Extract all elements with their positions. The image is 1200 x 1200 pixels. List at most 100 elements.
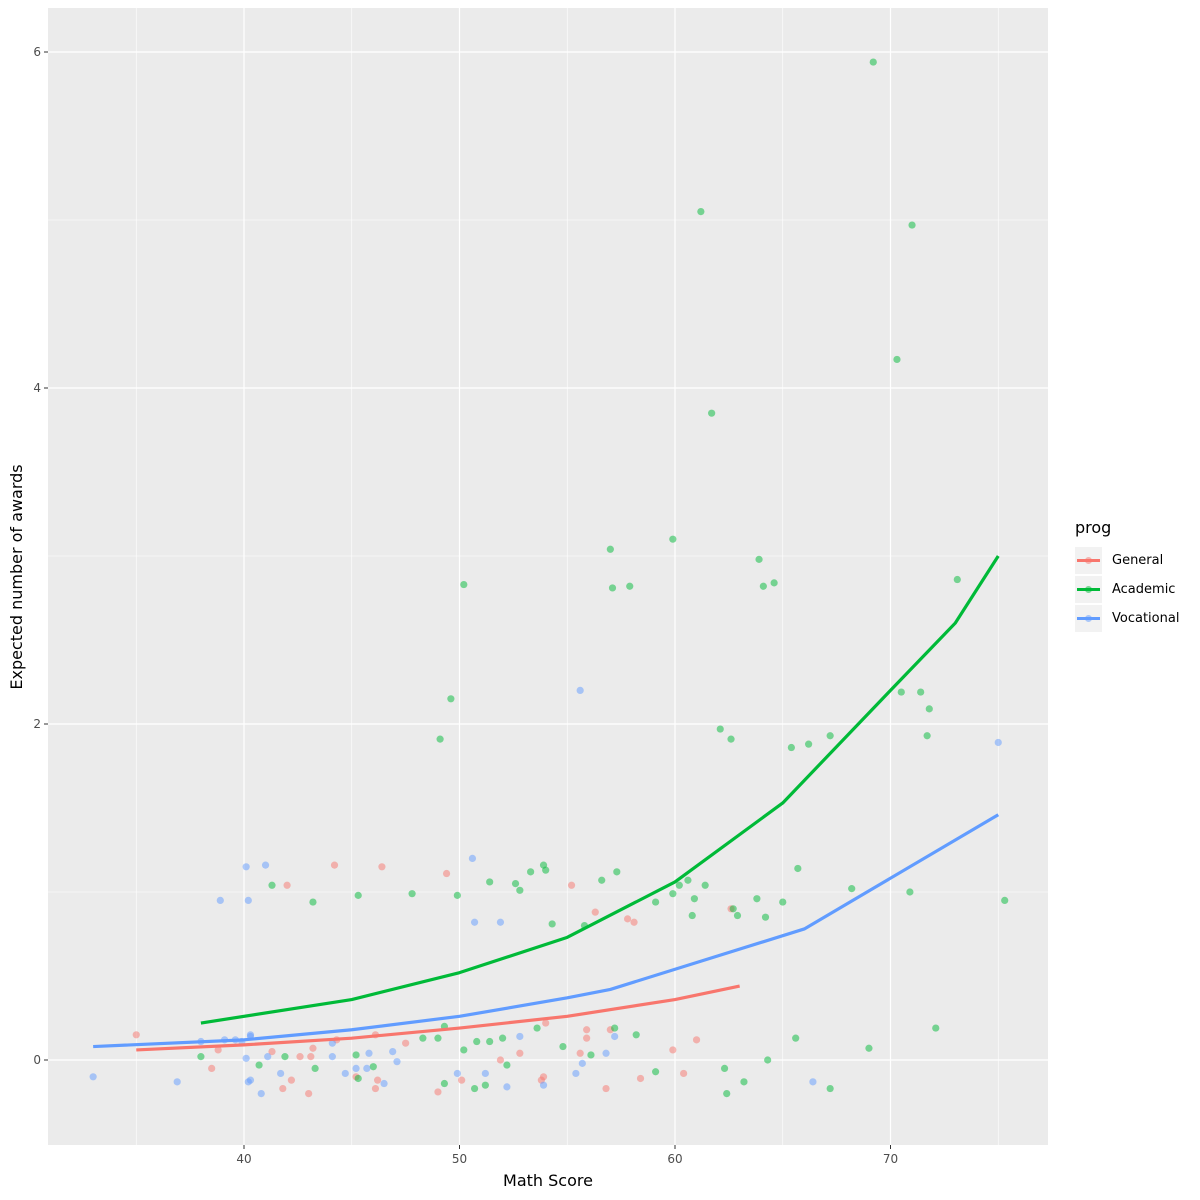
data-point	[923, 732, 931, 740]
data-point	[281, 1053, 289, 1061]
data-point	[255, 1061, 263, 1069]
data-point	[576, 686, 584, 695]
data-point	[246, 1076, 255, 1084]
fitted-line-general	[136, 984, 740, 1052]
data-point	[527, 868, 535, 876]
data-point	[925, 705, 933, 713]
data-point	[402, 1039, 410, 1047]
data-point	[311, 1064, 319, 1072]
data-point	[865, 1044, 873, 1052]
y-axis-ticks: 0 2 4 6	[33, 45, 48, 1067]
data-point	[496, 918, 505, 926]
data-point	[268, 1048, 276, 1056]
data-point	[89, 1073, 97, 1081]
data-point	[244, 896, 252, 905]
data-point	[578, 1059, 586, 1067]
data-point	[906, 888, 914, 896]
data-point	[453, 1069, 461, 1078]
legend-item-academic: Academic	[1075, 575, 1200, 604]
data-point	[363, 1064, 371, 1072]
grid-minor	[48, 8, 1048, 1145]
legend-key-vocational-icon	[1075, 605, 1102, 632]
data-point	[602, 1084, 610, 1093]
data-point	[486, 1037, 494, 1046]
x-tick-label: 40	[236, 1152, 251, 1166]
data-point	[434, 1088, 442, 1096]
data-point	[608, 584, 617, 592]
data-point	[216, 896, 224, 905]
data-point	[453, 891, 461, 899]
data-point	[242, 863, 250, 871]
data-point	[669, 890, 677, 898]
data-point	[470, 918, 479, 926]
data-point	[328, 1039, 336, 1047]
data-point	[675, 881, 683, 889]
data-point	[460, 580, 468, 589]
data-point	[613, 868, 621, 876]
data-point	[932, 1024, 940, 1032]
data-point	[809, 1078, 817, 1086]
data-point	[727, 735, 735, 743]
data-point	[371, 1084, 380, 1093]
data-point	[632, 1031, 640, 1039]
data-point	[309, 1044, 317, 1052]
data-point	[264, 1053, 272, 1061]
data-point	[692, 1036, 701, 1044]
data-point	[684, 876, 692, 884]
data-point	[503, 1083, 511, 1091]
data-point	[440, 1079, 449, 1088]
data-point	[740, 1078, 748, 1086]
data-point	[279, 1084, 287, 1093]
legend-title: prog	[1075, 518, 1112, 537]
data-point	[567, 881, 576, 889]
fitted-lines	[93, 555, 1000, 1052]
data-point	[307, 1053, 315, 1061]
data-point	[548, 920, 556, 928]
data-point	[598, 876, 606, 884]
data-point	[602, 1049, 610, 1057]
data-point	[583, 1026, 591, 1034]
data-point	[1001, 896, 1009, 905]
legend-label: Academic	[1112, 582, 1176, 597]
data-point	[257, 1090, 265, 1098]
data-point	[473, 1037, 481, 1046]
data-point	[779, 898, 787, 906]
data-point	[697, 208, 705, 216]
data-point	[503, 1061, 511, 1069]
data-point	[701, 881, 709, 889]
data-point	[606, 545, 614, 553]
data-point	[516, 1049, 524, 1057]
data-point	[268, 881, 276, 889]
data-point	[611, 1032, 619, 1041]
data-point	[848, 885, 856, 893]
data-point	[408, 890, 416, 898]
data-point	[365, 1049, 373, 1057]
data-points	[89, 58, 1009, 1098]
data-point	[447, 695, 455, 703]
data-point	[511, 880, 520, 888]
x-axis-ticks: 40 50 60 70	[236, 1145, 898, 1166]
data-point	[470, 1084, 479, 1093]
data-point	[708, 409, 716, 417]
fitted-line-vocational	[93, 813, 1000, 1049]
y-tick-label: 4	[33, 381, 41, 395]
data-point	[481, 1081, 489, 1089]
data-point	[354, 891, 362, 899]
data-point	[242, 1054, 250, 1062]
data-point	[132, 1031, 140, 1039]
data-point	[680, 1069, 688, 1078]
data-point	[516, 886, 524, 894]
legend-label: General	[1112, 553, 1164, 568]
x-tick-label: 50	[452, 1152, 467, 1166]
data-point	[917, 688, 925, 696]
data-point	[908, 221, 916, 229]
legend-label: Vocational	[1112, 611, 1180, 626]
x-tick-label: 70	[883, 1152, 898, 1166]
data-point	[688, 911, 696, 920]
data-point	[516, 1032, 524, 1041]
data-point	[533, 1024, 541, 1032]
data-point	[214, 1046, 222, 1054]
data-point	[330, 861, 339, 869]
data-point	[792, 1034, 800, 1042]
data-point	[481, 1069, 489, 1078]
